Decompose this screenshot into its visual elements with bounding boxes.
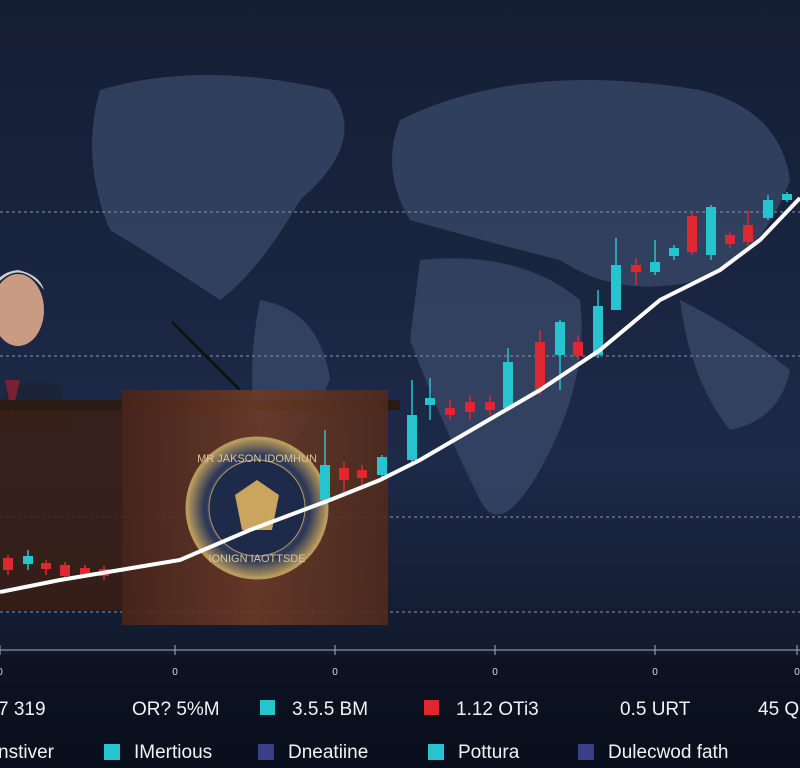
axis-tick-label: 0 xyxy=(172,667,178,678)
footer-band xyxy=(0,655,800,768)
candle-body xyxy=(445,408,455,415)
candle-body xyxy=(763,200,773,218)
legend-label: IMertious xyxy=(134,742,212,763)
legend: nstiver IMertious Dneatiine Pottura Dulecwod… xyxy=(0,742,728,763)
candle-body xyxy=(669,248,679,256)
seal-text: MR JAKSON IDOMHUN xyxy=(197,453,317,465)
candle-body xyxy=(782,194,792,200)
candle-body xyxy=(320,465,330,500)
candle-body xyxy=(503,362,513,408)
legend-label: Dneatiine xyxy=(288,742,368,763)
candle-body xyxy=(555,322,565,355)
legend-swatch xyxy=(578,744,594,760)
candlesticks xyxy=(3,192,792,580)
legend-swatch xyxy=(258,744,274,760)
candle-body xyxy=(573,342,583,356)
candle-body xyxy=(357,470,367,478)
stat-marker xyxy=(424,700,439,715)
candle-body xyxy=(485,402,495,410)
axis-tick-label: 0 xyxy=(492,667,498,678)
axis-tick-label: 0 xyxy=(794,667,800,678)
axis-tick-label: 0 xyxy=(332,667,338,678)
candle-body xyxy=(407,415,417,460)
candle-body xyxy=(23,556,33,564)
stat-value: 0.5 URT xyxy=(620,699,691,720)
candle-body xyxy=(706,207,716,255)
legend-swatch xyxy=(428,744,444,760)
legend-label: Dulecwod fath xyxy=(608,742,728,763)
candle-body xyxy=(339,468,349,480)
candle-body xyxy=(743,225,753,242)
stat-value: OR? 5%M xyxy=(132,699,220,720)
axis-ticks: 0 0 0 0 0 0 xyxy=(0,645,800,678)
candle-body xyxy=(60,565,70,576)
legend-swatch xyxy=(104,744,120,760)
candle-body xyxy=(593,306,603,355)
seal-eagle xyxy=(235,480,279,530)
stats-row: 7 319 OR? 5%M 3.5.5 BM 1.12 OTi3 0.5 URT 45 Q xyxy=(0,699,799,720)
microphone xyxy=(170,320,242,392)
stat-value: 1.12 OTi3 xyxy=(456,699,539,720)
stat-value: 45 Q xyxy=(758,699,799,720)
trend-line xyxy=(0,196,800,594)
candle-body xyxy=(377,457,387,475)
stat-value: 3.5.5 BM xyxy=(292,699,368,720)
candle-body xyxy=(465,402,475,412)
legend-label: Pottura xyxy=(458,742,520,763)
candle-body xyxy=(41,563,51,569)
axis-tick-label: 0 xyxy=(652,667,658,678)
axis-tick-label: 0 xyxy=(0,667,3,678)
candle-body xyxy=(631,265,641,272)
stat-value: 7 319 xyxy=(0,699,46,720)
seal-text: IONIGN IAOTTSDE xyxy=(208,553,305,565)
candle-body xyxy=(535,342,545,390)
candle-body xyxy=(687,216,697,252)
candle-body xyxy=(3,558,13,570)
candle-body xyxy=(80,568,90,575)
candle-body xyxy=(611,265,621,310)
candle-body xyxy=(650,262,660,272)
candle-body xyxy=(725,235,735,244)
legend-label: nstiver xyxy=(0,742,55,763)
stat-marker xyxy=(260,700,275,715)
candle-body xyxy=(425,398,435,405)
podium-side xyxy=(0,410,122,610)
